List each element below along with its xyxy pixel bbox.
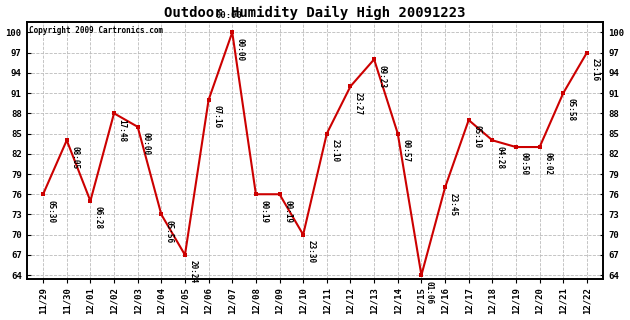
Text: 00:57: 00:57 — [401, 139, 410, 162]
Text: 05:56: 05:56 — [165, 220, 174, 243]
Text: 04:28: 04:28 — [496, 146, 505, 169]
Text: 05:10: 05:10 — [472, 125, 481, 148]
Text: 23:45: 23:45 — [449, 193, 457, 216]
Text: 00:19: 00:19 — [283, 200, 292, 223]
Title: Outdoor Humidity Daily High 20091223: Outdoor Humidity Daily High 20091223 — [164, 5, 466, 20]
Text: 00:00: 00:00 — [215, 11, 242, 20]
Text: 00:00: 00:00 — [141, 132, 150, 155]
Text: 00:19: 00:19 — [260, 200, 268, 223]
Text: 23:30: 23:30 — [307, 240, 316, 263]
Text: 05:58: 05:58 — [567, 99, 576, 122]
Text: 20:24: 20:24 — [188, 260, 197, 284]
Text: 06:28: 06:28 — [94, 206, 103, 229]
Text: 23:27: 23:27 — [354, 92, 363, 115]
Text: 00:00: 00:00 — [236, 38, 245, 61]
Text: 01:06: 01:06 — [425, 281, 434, 304]
Text: 09:23: 09:23 — [377, 65, 387, 88]
Text: 06:02: 06:02 — [543, 152, 552, 176]
Text: Copyright 2009 Cartronics.com: Copyright 2009 Cartronics.com — [30, 26, 164, 35]
Text: 07:16: 07:16 — [212, 105, 221, 128]
Text: 23:10: 23:10 — [330, 139, 340, 162]
Text: 23:16: 23:16 — [590, 58, 600, 81]
Text: 00:50: 00:50 — [520, 152, 529, 176]
Text: 05:30: 05:30 — [47, 200, 55, 223]
Text: 17:48: 17:48 — [118, 119, 127, 142]
Text: 08:05: 08:05 — [71, 146, 79, 169]
